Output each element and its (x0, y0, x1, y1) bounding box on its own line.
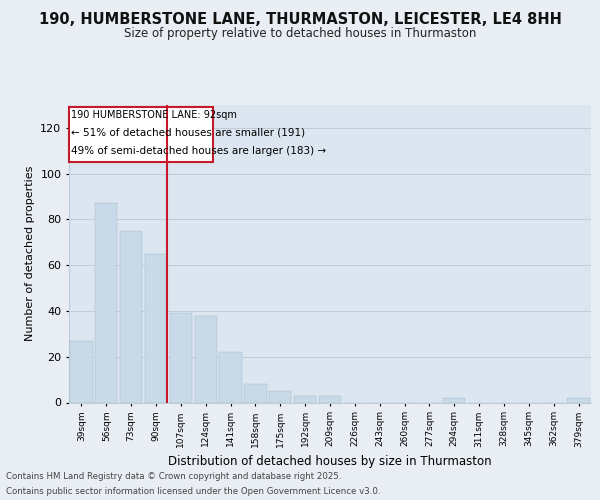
Bar (568, 398, 590, 402)
Y-axis label: Number of detached properties: Number of detached properties (25, 166, 35, 342)
Bar (294, 396, 316, 402)
Text: Contains HM Land Registry data © Crown copyright and database right 2025.: Contains HM Land Registry data © Crown c… (6, 472, 341, 481)
Text: Contains public sector information licensed under the Open Government Licence v3: Contains public sector information licen… (6, 487, 380, 496)
Text: 190 HUMBERSTONE LANE: 92sqm: 190 HUMBERSTONE LANE: 92sqm (71, 110, 238, 120)
Bar (244, 384, 266, 402)
Bar (145, 254, 167, 402)
X-axis label: Distribution of detached houses by size in Thurmaston: Distribution of detached houses by size … (168, 455, 492, 468)
Bar (269, 391, 292, 402)
Text: Size of property relative to detached houses in Thurmaston: Size of property relative to detached ho… (124, 28, 476, 40)
Bar (319, 396, 341, 402)
FancyBboxPatch shape (69, 108, 213, 162)
Bar (194, 316, 217, 402)
Bar (220, 352, 242, 403)
Bar (443, 398, 466, 402)
Text: 190, HUMBERSTONE LANE, THURMASTON, LEICESTER, LE4 8HH: 190, HUMBERSTONE LANE, THURMASTON, LEICE… (38, 12, 562, 28)
Bar (120, 231, 142, 402)
Text: ← 51% of detached houses are smaller (191): ← 51% of detached houses are smaller (19… (71, 128, 305, 138)
Bar (170, 313, 192, 402)
Bar (95, 204, 118, 402)
Bar (70, 340, 92, 402)
Text: 49% of semi-detached houses are larger (183) →: 49% of semi-detached houses are larger (… (71, 146, 326, 156)
